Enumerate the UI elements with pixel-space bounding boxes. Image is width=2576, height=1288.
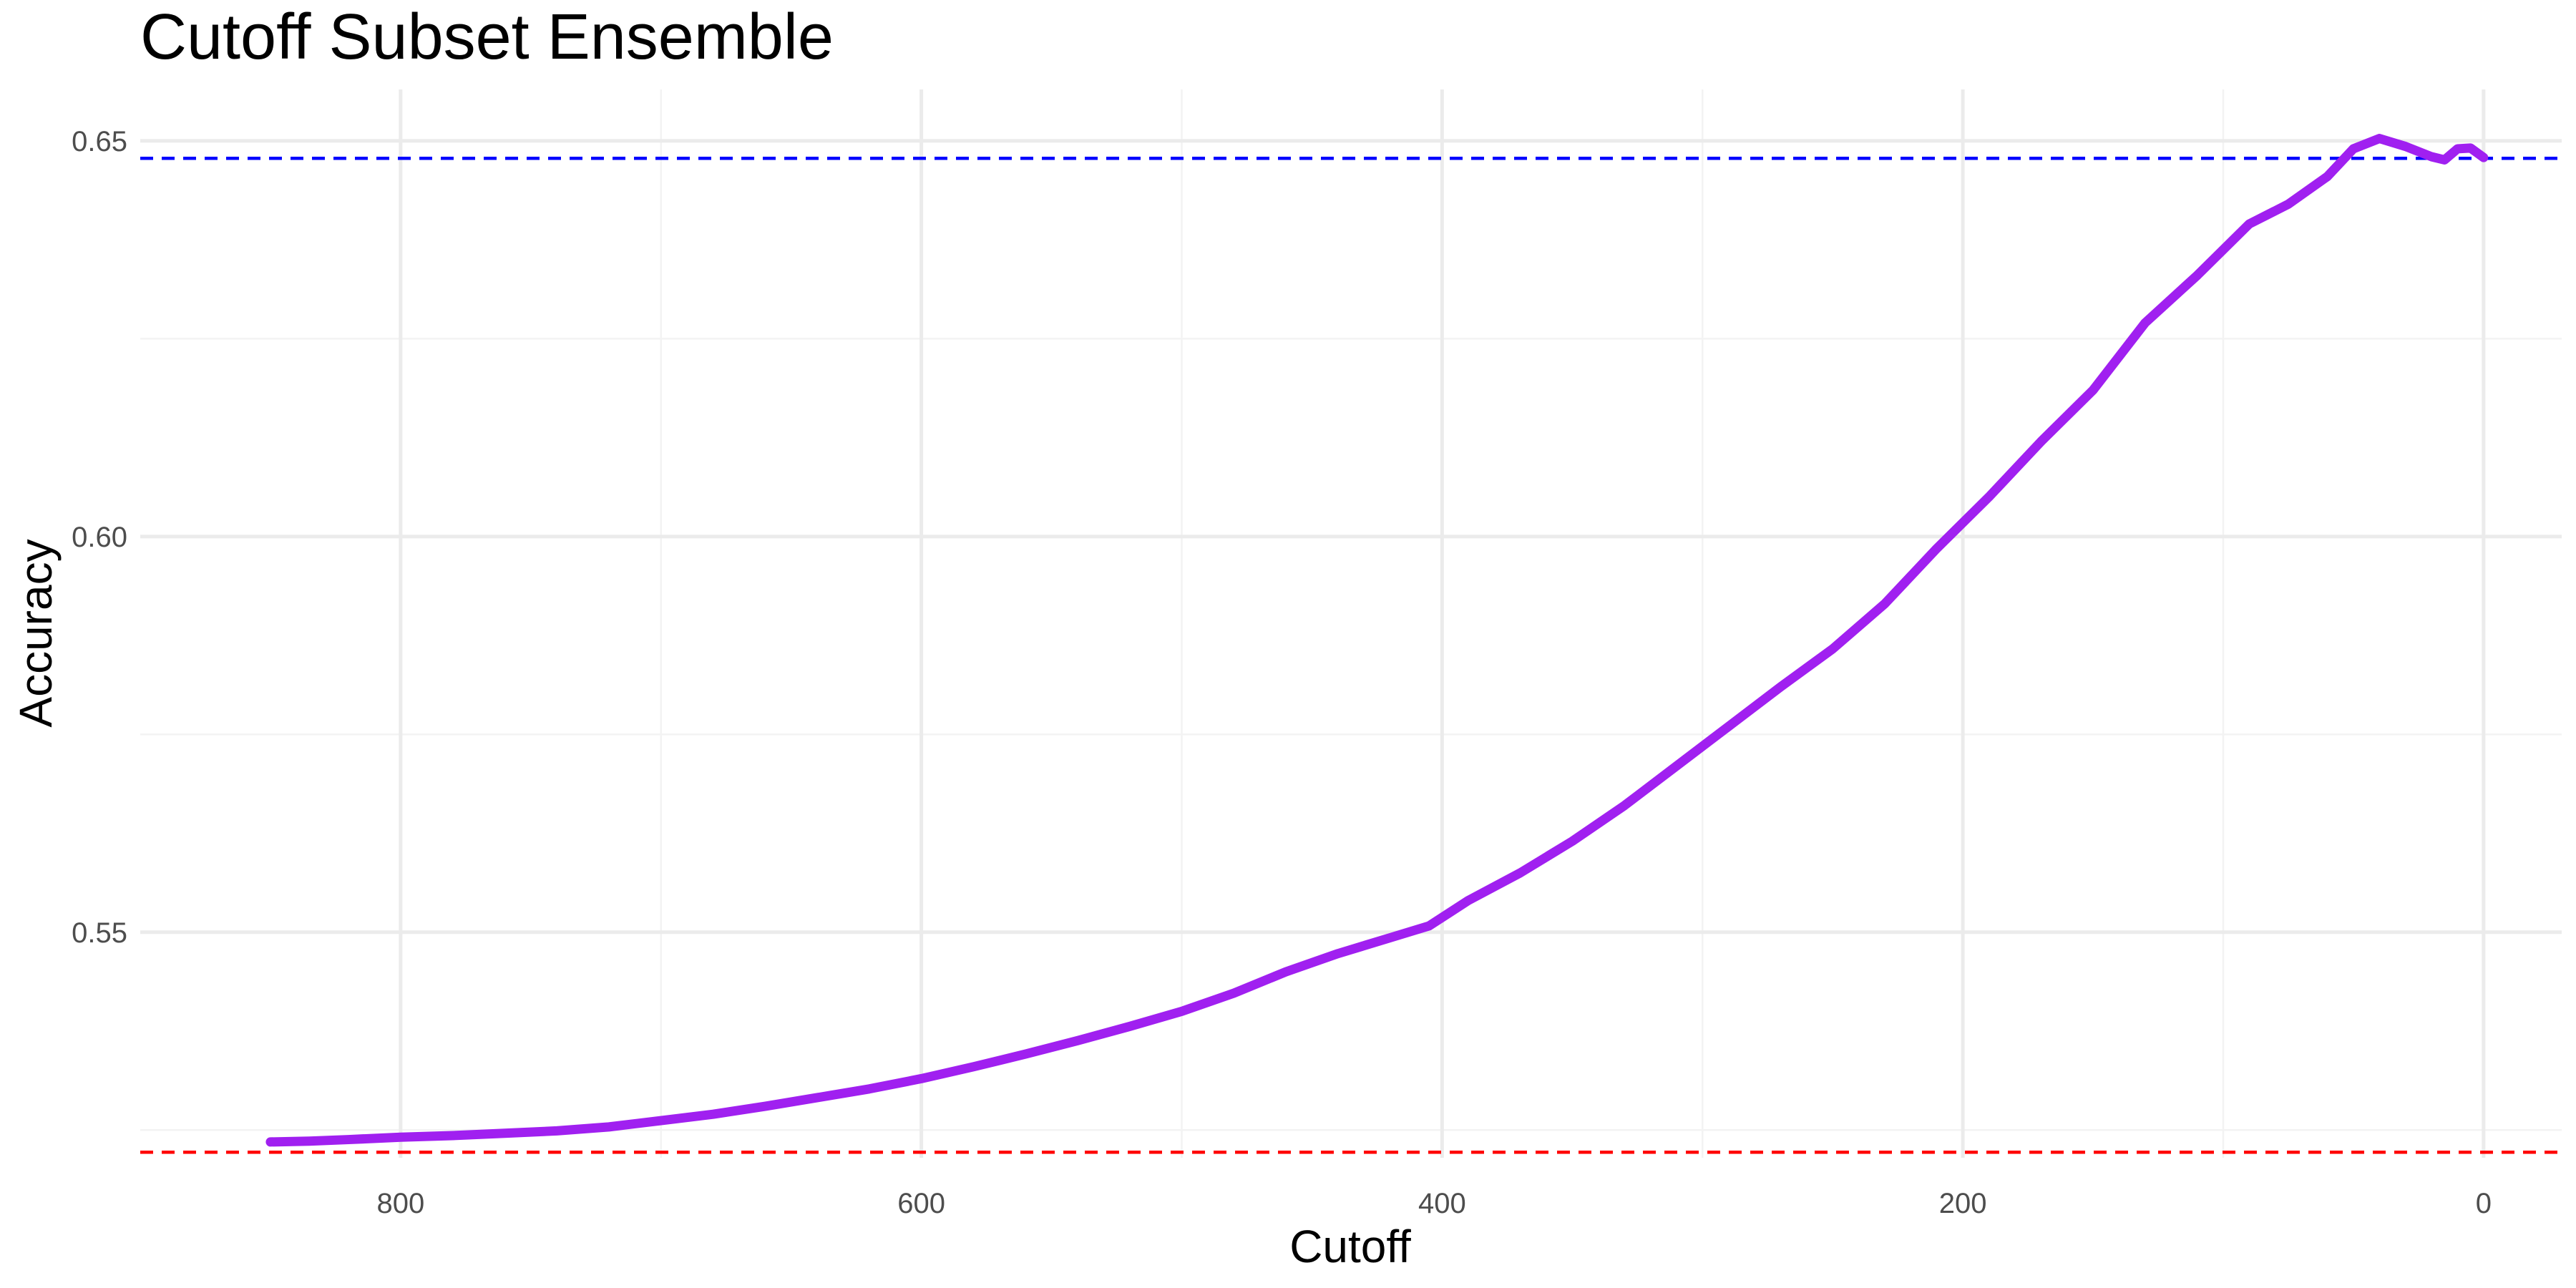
chart-title: Cutoff Subset Ensemble [140, 1, 834, 73]
y-tick-label: 0.65 [72, 126, 127, 157]
x-tick-label: 600 [897, 1188, 945, 1219]
y-axis-title: Accuracy [10, 539, 62, 727]
x-axis-title: Cutoff [1289, 1221, 1411, 1272]
x-axis-ticks: 800 600 400 200 0 [376, 1188, 2491, 1219]
major-gridlines [140, 89, 2562, 1158]
y-tick-label: 0.55 [72, 917, 127, 949]
data-series [265, 134, 2489, 1147]
y-axis-ticks: 0.55 0.60 0.65 [72, 126, 127, 949]
x-tick-label: 0 [2476, 1188, 2492, 1219]
x-tick-label: 200 [1939, 1188, 1987, 1219]
reference-lines [140, 156, 2562, 1154]
y-tick-label: 0.60 [72, 522, 127, 553]
x-tick-label: 400 [1418, 1188, 1466, 1219]
x-tick-label: 800 [376, 1188, 424, 1219]
accuracy-series-line [265, 134, 2489, 1147]
